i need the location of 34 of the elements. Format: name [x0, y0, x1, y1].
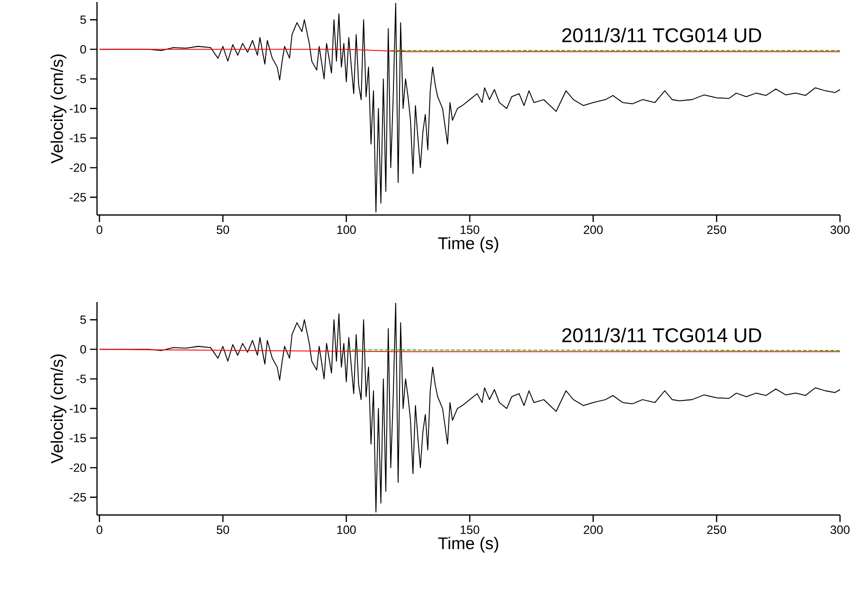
x-tick-label: 50 — [216, 526, 230, 534]
x-axis-title: Time (s) — [438, 236, 498, 253]
annotation: 2011/3/11 TCG014 UD — [562, 28, 762, 42]
y-axis-title: Velocity (cm/s) — [50, 54, 66, 164]
x-tick-label: 150 — [460, 226, 480, 234]
x-axis-title: Time (s) — [438, 536, 498, 553]
x-tick-label: 200 — [584, 526, 603, 534]
x-tick-label: 300 — [830, 526, 850, 534]
y-tick-label: 0 — [80, 45, 86, 54]
y-tick-label: -15 — [70, 434, 86, 442]
y-tick-label: -10 — [70, 404, 86, 413]
y-tick-label: -5 — [76, 74, 86, 84]
y-axis-title: Velocity (cm/s) — [50, 354, 66, 464]
y-tick-label: -20 — [70, 463, 86, 472]
x-tick-label: 250 — [707, 526, 726, 534]
y-tick-label: -15 — [70, 134, 86, 142]
y-tick-label: 5 — [80, 16, 86, 24]
annotation: 2011/3/11 TCG014 UD — [562, 328, 762, 342]
x-tick-label: 300 — [830, 226, 850, 234]
y-tick-label: -20 — [70, 163, 86, 172]
x-tick-label: 0 — [96, 226, 102, 234]
x-tick-label: 50 — [216, 226, 230, 234]
x-tick-label: 100 — [337, 526, 356, 534]
y-tick-label: 5 — [80, 316, 86, 324]
x-tick-label: 100 — [337, 226, 356, 234]
y-tick-label: -25 — [70, 493, 86, 502]
x-tick-label: 250 — [707, 226, 726, 234]
y-tick-label: 0 — [80, 345, 86, 354]
y-tick-label: -5 — [76, 374, 86, 384]
y-tick-label: -25 — [70, 193, 86, 202]
x-tick-label: 0 — [96, 526, 102, 534]
x-tick-label: 200 — [584, 226, 603, 234]
y-tick-label: -10 — [70, 104, 86, 113]
x-tick-label: 150 — [460, 526, 480, 534]
